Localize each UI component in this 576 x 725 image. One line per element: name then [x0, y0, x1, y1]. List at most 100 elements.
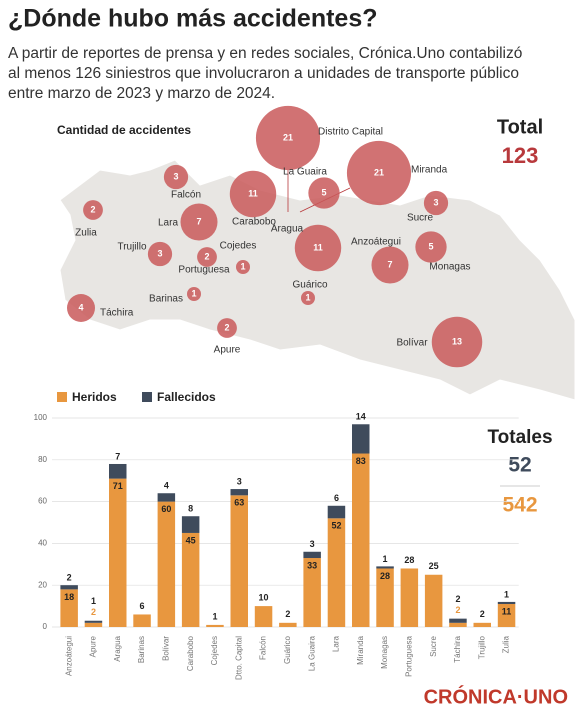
state-label: Cojedes — [220, 241, 257, 252]
bubble-value: 3 — [173, 171, 178, 181]
x-tick-label: Trujillo — [477, 635, 486, 659]
bar-segment — [157, 493, 176, 502]
bar-segment — [497, 604, 516, 627]
bubble-value: 3 — [433, 197, 438, 207]
bubble-value: 4 — [78, 302, 83, 312]
state-label: La Guaira — [283, 167, 327, 178]
bar-segment — [352, 424, 370, 454]
value-label: 2 — [455, 605, 460, 615]
value-label: 6 — [334, 493, 339, 503]
value-label: 1 — [504, 589, 509, 599]
x-tick-label: Dtto. Capital — [234, 636, 243, 680]
bar-segment — [424, 574, 443, 627]
bubble — [163, 164, 189, 190]
bar-segment — [400, 568, 419, 627]
value-label: 52 — [331, 521, 341, 531]
bubble-value: 7 — [387, 259, 392, 269]
bubble — [180, 203, 218, 241]
state-label: Bolívar — [396, 338, 428, 349]
value-label: 14 — [356, 412, 366, 422]
total-value: 123 — [502, 143, 539, 168]
bubble — [83, 200, 103, 220]
bubble — [431, 316, 483, 368]
bubble-value: 13 — [452, 336, 462, 346]
x-tick-label: Bolívar — [161, 636, 170, 661]
bar-segment — [327, 505, 346, 519]
y-tick-label: 60 — [38, 497, 47, 506]
value-label: 33 — [307, 560, 317, 570]
x-tick-label: Falcón — [259, 636, 268, 660]
bar-segment — [449, 618, 467, 623]
y-tick-label: 80 — [38, 455, 47, 464]
value-label: 2 — [91, 607, 96, 617]
bar-segment — [352, 453, 370, 627]
state-label: Guárico — [292, 280, 327, 291]
bubble — [423, 190, 449, 216]
bar-segment — [230, 495, 248, 627]
bubble-value: 1 — [191, 288, 196, 298]
value-label: 8 — [188, 504, 193, 514]
bubble-value: 11 — [313, 242, 323, 252]
logo: CRÓNICA·UNO — [424, 684, 568, 708]
value-label: 2 — [455, 594, 460, 604]
map-title: Cantidad de accidentes — [57, 123, 191, 137]
value-label: 10 — [259, 592, 269, 602]
value-label: 25 — [429, 561, 439, 571]
y-tick-label: 100 — [34, 413, 48, 422]
legend-label: Fallecidos — [157, 390, 216, 404]
bar-segment — [60, 589, 78, 627]
value-label: 63 — [234, 498, 244, 508]
bubble-value: 7 — [196, 216, 201, 226]
bar-segment — [279, 622, 297, 627]
state-label: Zulia — [75, 228, 97, 239]
state-label: Falcón — [171, 190, 201, 201]
state-label: Miranda — [411, 165, 448, 176]
bar-segment — [230, 489, 248, 496]
state-label: Apure — [214, 345, 241, 356]
subtitle-line: A partir de reportes de prensa y en rede… — [8, 45, 522, 62]
bar-segment — [181, 516, 200, 533]
bar-segment — [60, 585, 78, 590]
total-label: Total — [497, 116, 543, 138]
bar-segment — [376, 566, 394, 569]
x-tick-label: Miranda — [356, 635, 365, 664]
bubble — [415, 231, 447, 263]
value-label: 3 — [237, 476, 242, 486]
x-tick-label: Aragua — [113, 635, 122, 661]
bar-segment — [449, 622, 467, 627]
x-tick-label: Cojedes — [210, 636, 219, 665]
bar-segment — [303, 551, 321, 559]
state-label: Aragua — [271, 224, 304, 235]
bubble — [217, 318, 237, 338]
x-tick-label: Monagas — [380, 636, 389, 669]
bar-segment — [133, 614, 151, 627]
value-label: 28 — [380, 571, 390, 581]
state-label: Lara — [158, 218, 178, 229]
bubble-value: 21 — [374, 167, 384, 177]
x-tick-label: Apure — [89, 635, 98, 657]
state-label: Trujillo — [117, 242, 147, 253]
bar-segment — [157, 501, 176, 627]
state-label: Distrito Capital — [318, 127, 383, 138]
value-label: 2 — [285, 609, 290, 619]
x-tick-label: Táchira — [453, 635, 462, 662]
x-tick-label: Carabobo — [186, 635, 195, 671]
legend-label: Heridos — [72, 390, 117, 404]
bubble — [229, 170, 277, 218]
bar-segment — [327, 518, 346, 627]
x-tick-label: Portuguesa — [404, 635, 413, 676]
value-label: 45 — [186, 535, 196, 545]
bar-segment — [206, 624, 224, 627]
value-label: 7 — [115, 451, 120, 461]
bubble — [301, 291, 315, 305]
bubble — [346, 140, 412, 206]
state-label: Anzoátegui — [351, 237, 401, 248]
value-label: 1 — [91, 596, 96, 606]
bubble-value: 5 — [321, 187, 326, 197]
value-label: 71 — [113, 481, 123, 491]
bubble — [308, 177, 340, 209]
state-label: Barinas — [149, 294, 183, 305]
bar-segment — [254, 606, 273, 627]
x-tick-label: Zulia — [502, 635, 511, 653]
